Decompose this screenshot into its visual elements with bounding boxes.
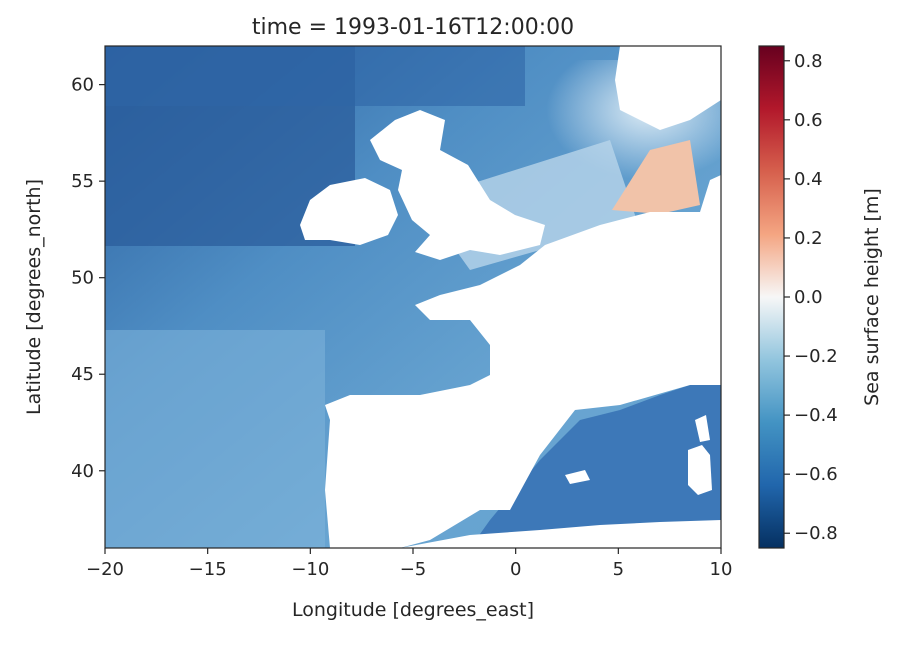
colorbar-tick-label: −0.4 (794, 405, 838, 426)
x-tick-label: −15 (189, 559, 227, 580)
colorbar-tick-label: 0.0 (794, 287, 823, 308)
land-continental-europe (325, 175, 721, 548)
land-ireland (300, 178, 398, 245)
sea-patch-mediterranean (470, 385, 721, 548)
y-tick-label: 45 (71, 364, 94, 385)
x-axis-label: Longitude [degrees_east] (292, 599, 534, 621)
colorbar (758, 45, 785, 549)
x-tick-label: 5 (613, 559, 624, 580)
land-corsica (695, 415, 710, 442)
sea-patch-southwest (105, 330, 325, 548)
land-scandinavia (615, 46, 721, 130)
colorbar-tick-label: −0.2 (794, 346, 838, 367)
y-tick-label: 55 (71, 171, 94, 192)
land-great-britain (370, 110, 545, 260)
y-tick-label: 40 (71, 461, 94, 482)
land-north-africa (400, 520, 721, 548)
heatmap-field (105, 46, 721, 548)
land-balearic (565, 470, 590, 484)
y-tick-label: 50 (71, 268, 94, 289)
colorbar-tick-label: 0.8 (794, 51, 823, 72)
x-tick-label: −5 (400, 559, 427, 580)
x-tick-label: −20 (86, 559, 124, 580)
land-sardinia (688, 445, 712, 495)
y-tick-label: 60 (71, 75, 94, 96)
colorbar-ticks: −0.8 −0.6 −0.4 −0.2 0.0 0.2 0.4 0.6 0.8 (784, 51, 838, 544)
x-tick-label: 10 (710, 559, 733, 580)
colorbar-tick-label: 0.2 (794, 228, 823, 249)
x-axis-ticks: −20 −15 −10 −5 0 5 10 (86, 548, 732, 580)
x-tick-label: −10 (291, 559, 329, 580)
y-axis-ticks: 40 45 50 55 60 (71, 75, 105, 482)
y-axis-label: Latitude [degrees_north] (23, 179, 45, 415)
colorbar-tick-label: 0.4 (794, 169, 823, 190)
sea-patch-german-bight (612, 140, 700, 214)
colorbar-label: Sea surface height [m] (861, 188, 883, 406)
x-tick-label: 0 (510, 559, 521, 580)
colorbar-tick-label: −0.6 (794, 464, 838, 485)
colorbar-tick-label: 0.6 (794, 110, 823, 131)
chart-title: time = 1993-01-16T12:00:00 (252, 15, 574, 40)
colorbar-tick-label: −0.8 (794, 523, 838, 544)
